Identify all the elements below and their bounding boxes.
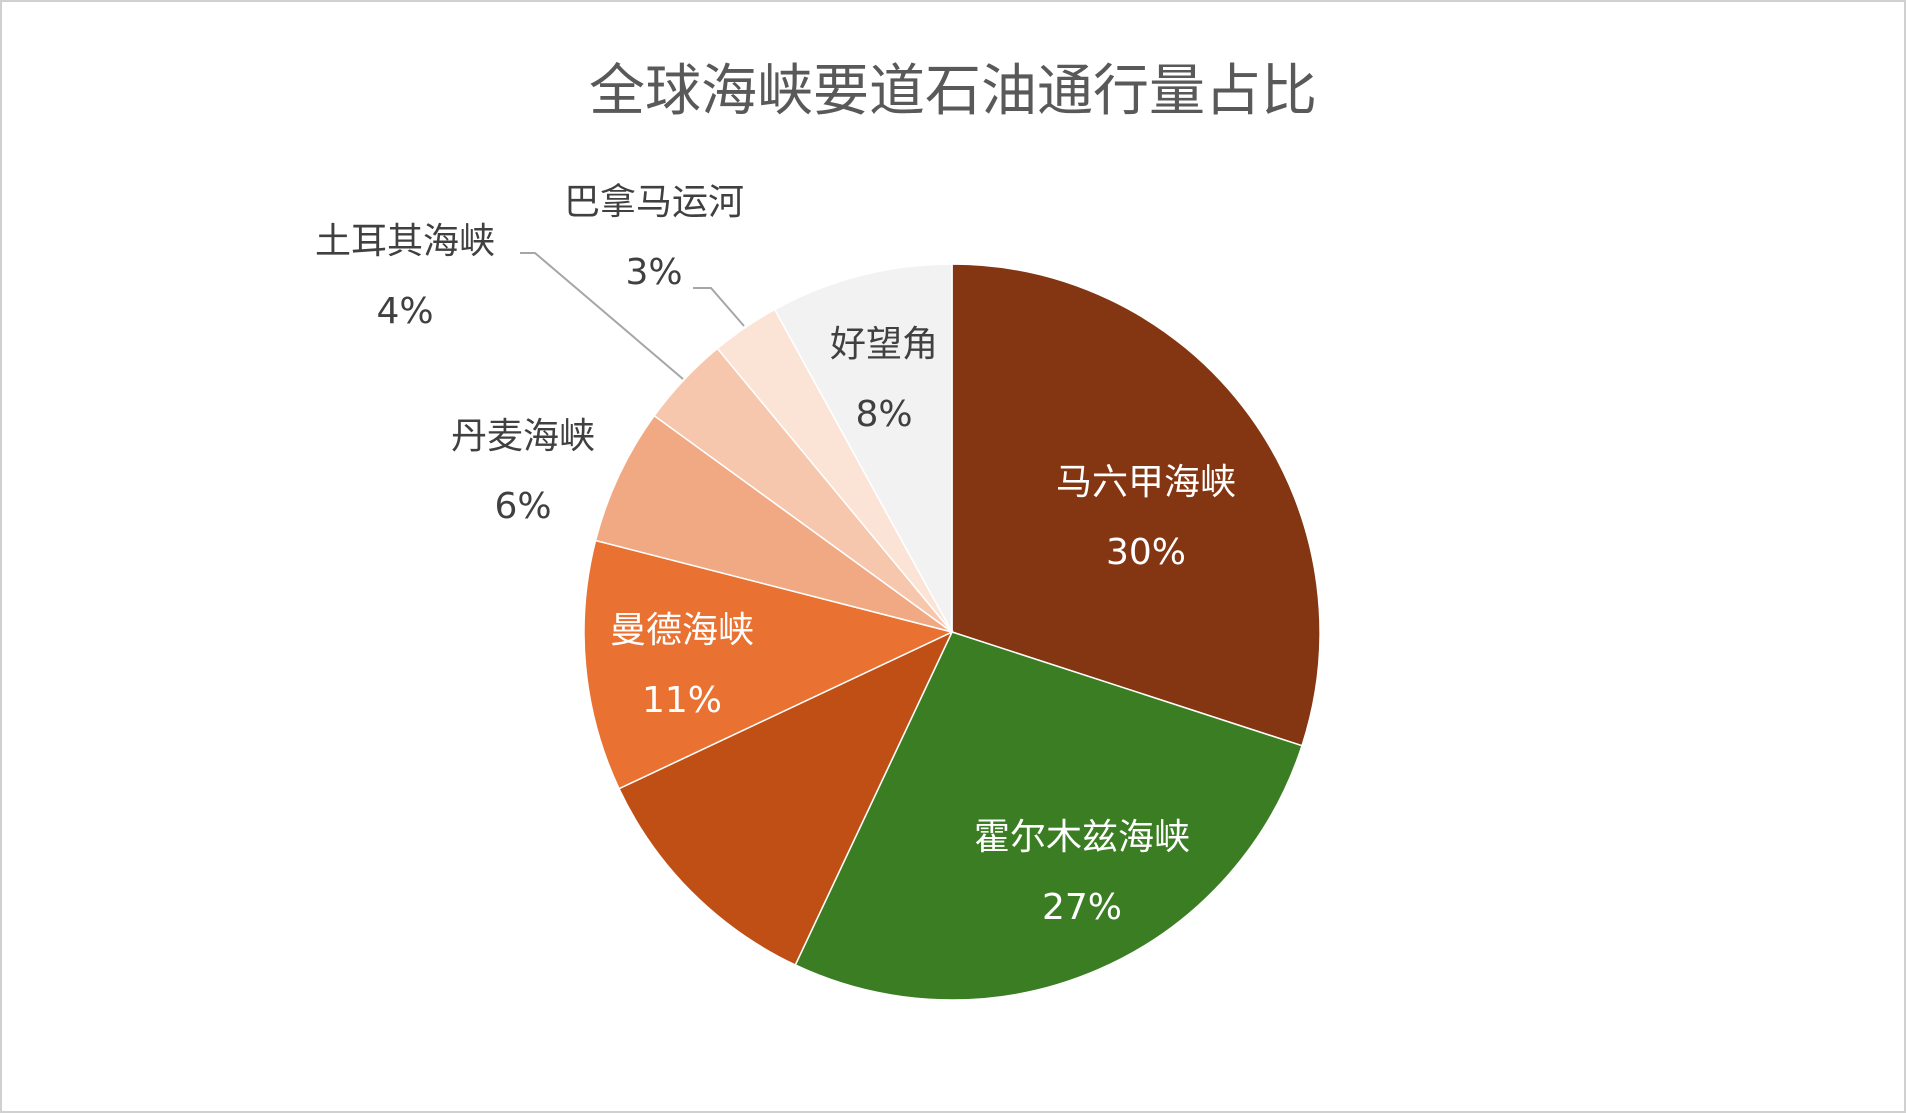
value-label: 6% xyxy=(494,486,551,527)
slice-label: 巴拿马运河 xyxy=(564,182,744,223)
value-label: 27% xyxy=(1042,887,1122,928)
slice-label: 土耳其海峡 xyxy=(315,221,495,262)
pie-slice xyxy=(951,263,1321,747)
value-label: 4% xyxy=(376,291,433,332)
slice-label: 马六甲海峡 xyxy=(1056,462,1236,503)
slice-label: 曼德海峡 xyxy=(610,610,754,651)
leader-line xyxy=(693,287,745,327)
pie-slice xyxy=(618,630,954,966)
slice-label: 好望角 xyxy=(830,324,938,365)
pie-slice xyxy=(794,631,1303,1001)
slice-label: 丹麦海峡 xyxy=(451,416,595,457)
value-label: 30% xyxy=(1106,532,1186,573)
leader-line xyxy=(520,252,684,380)
pie-slice xyxy=(594,414,953,633)
chart-title: 全球海峡要道石油通行量占比 xyxy=(589,59,1317,124)
slice-label: 霍尔木兹海峡 xyxy=(974,817,1190,858)
pie-slice xyxy=(583,539,955,790)
value-label: 3% xyxy=(625,252,682,293)
pie-slice xyxy=(773,263,953,633)
value-label: 8% xyxy=(855,394,912,435)
value-label: 11% xyxy=(642,680,722,721)
